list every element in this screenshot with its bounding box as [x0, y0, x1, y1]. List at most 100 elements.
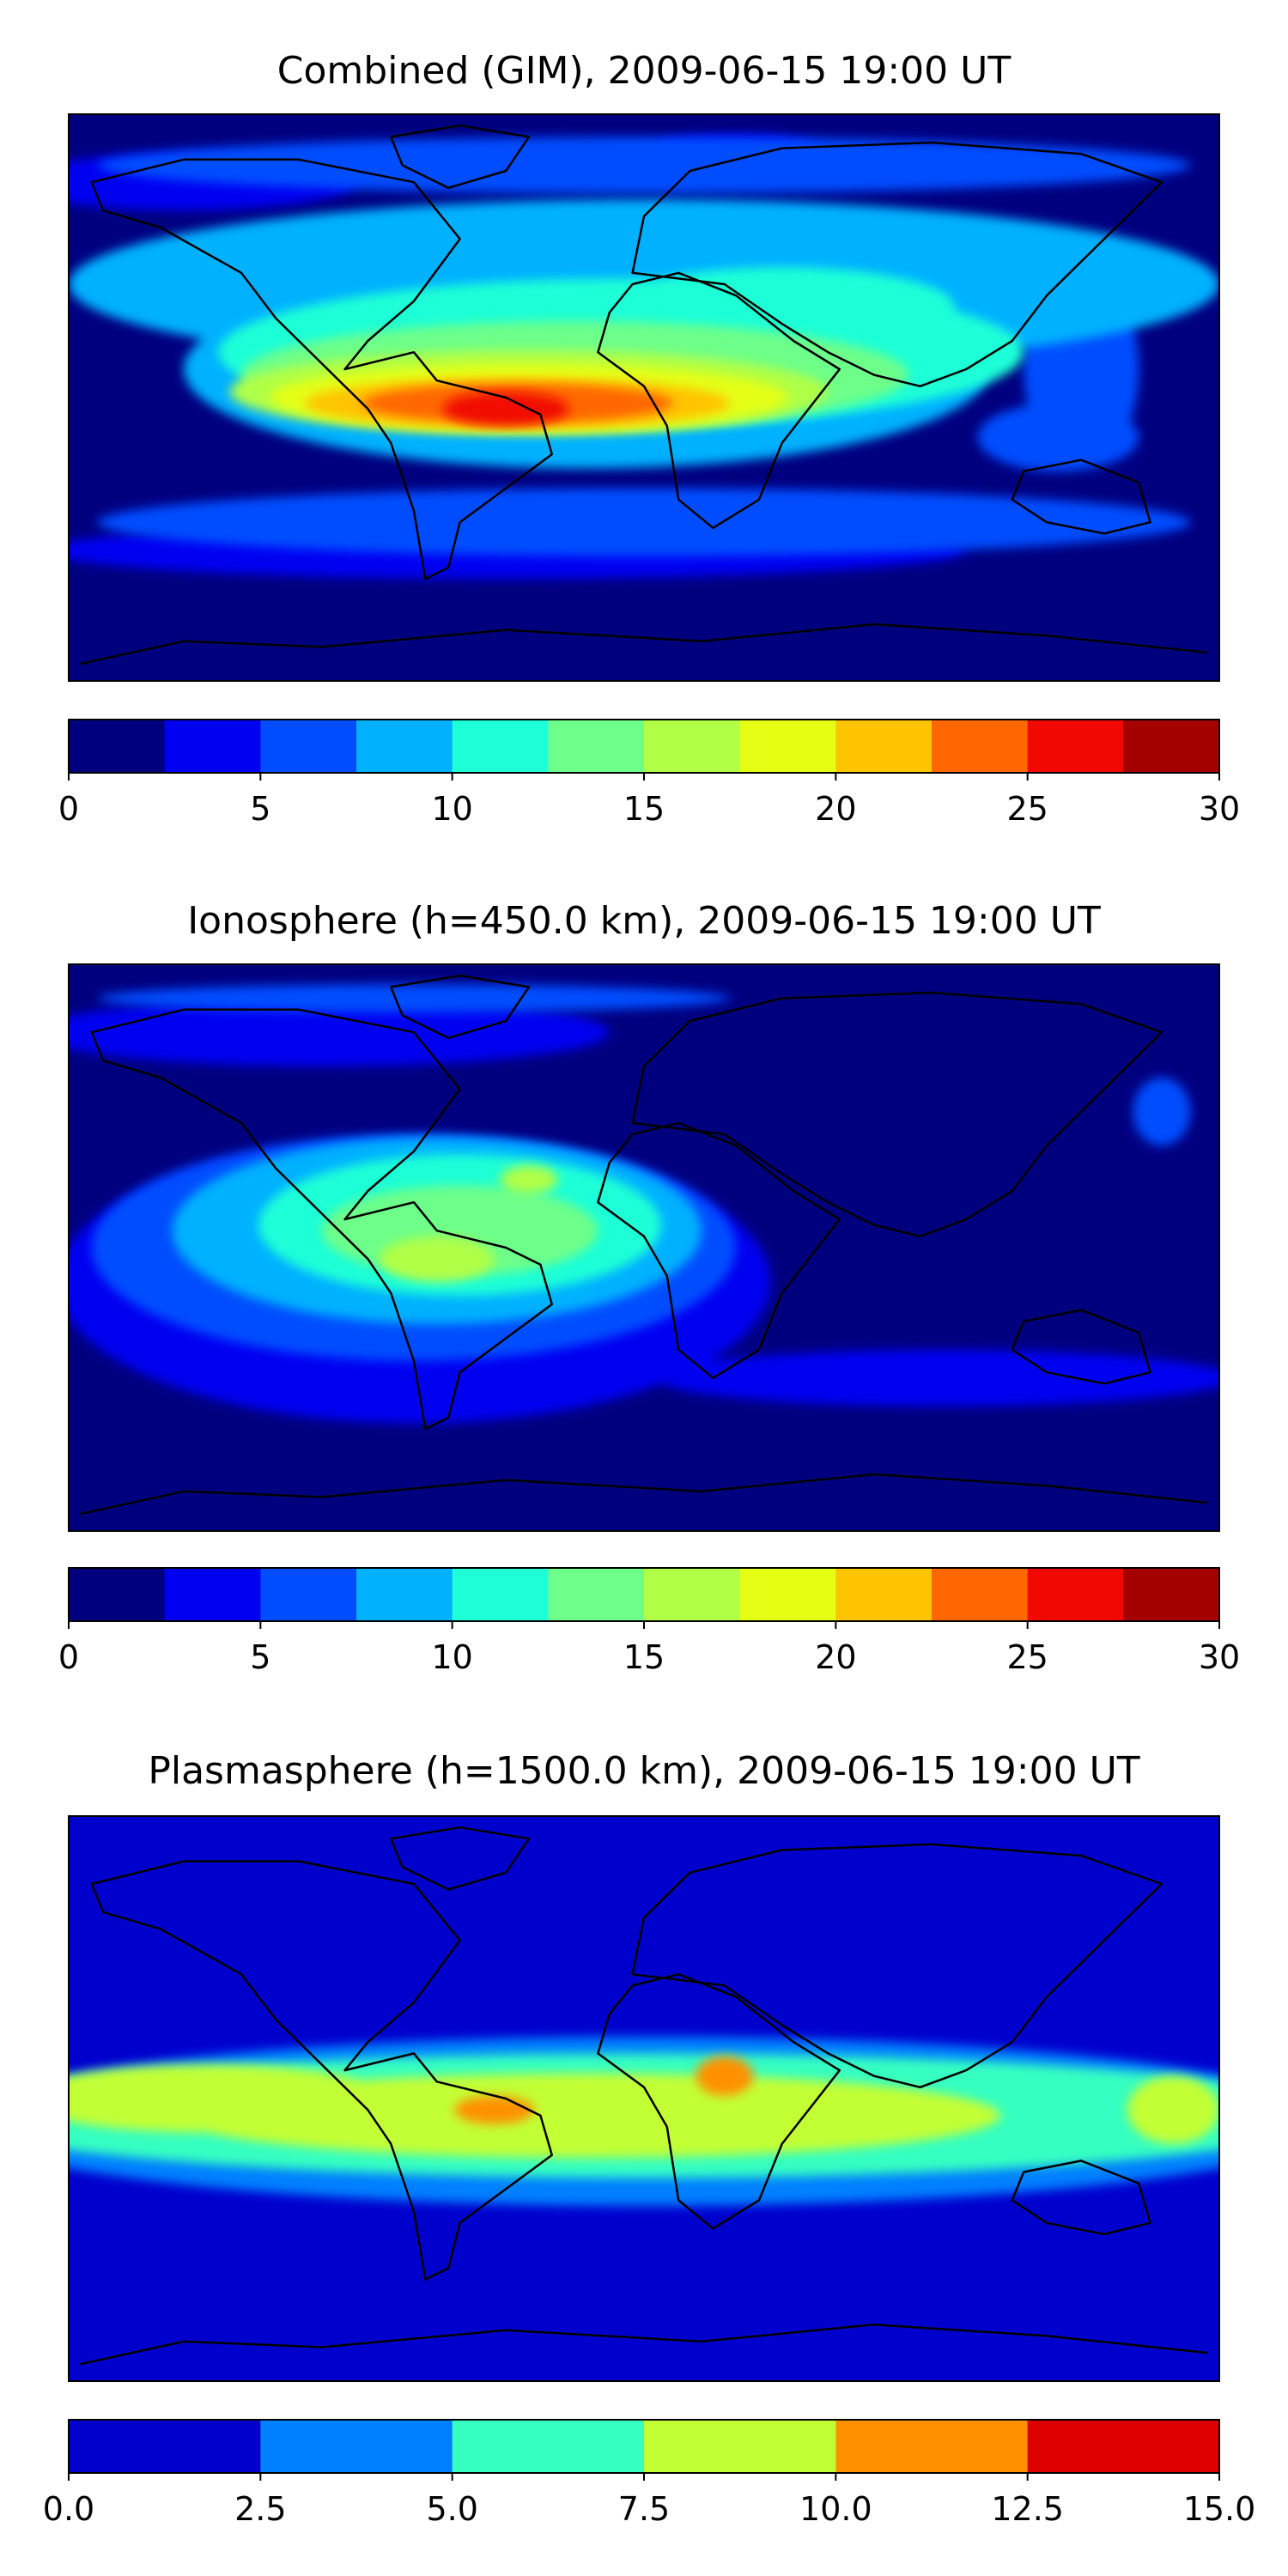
colorbar-tick-label: 25 [1006, 1638, 1048, 1676]
colorbar-swatch [1123, 720, 1220, 773]
colorbar-tick-label: 30 [1199, 790, 1240, 828]
coastline [1011, 459, 1151, 535]
colorbar-swatch [260, 2420, 453, 2473]
colorbar-swatch [356, 720, 453, 773]
contour-region [696, 2056, 754, 2096]
colorbar-swatch [452, 1568, 549, 1621]
contour-band-10 [442, 392, 569, 427]
colorbar-swatch [260, 1568, 357, 1621]
colorbar-swatch [1027, 1568, 1124, 1621]
coastline [597, 271, 841, 530]
colorbar-swatch [69, 1568, 166, 1621]
contour-region [379, 1236, 495, 1282]
colorbar-swatch [739, 720, 836, 773]
coastlines [80, 974, 1208, 1516]
coastline [597, 1972, 841, 2230]
coastlines [80, 124, 1208, 665]
coastline [1011, 1309, 1151, 1385]
contour-region [69, 998, 610, 1066]
coastline [389, 1826, 531, 1891]
colorbar-swatch [644, 720, 741, 773]
colorbar-swatch [452, 2420, 645, 2473]
colorbar-tick-label: 10 [431, 1638, 472, 1676]
coastline [80, 623, 1208, 665]
coastline [80, 2323, 1208, 2366]
colorbar-tick-label: 10 [431, 790, 472, 828]
colorbar-swatch [260, 720, 357, 773]
coastline [631, 1843, 1163, 2089]
colorbar-tick-label: 0 [58, 790, 79, 828]
contour-field [69, 114, 1219, 681]
coastline [389, 974, 531, 1040]
colorbar-tick-label: 5 [250, 790, 270, 828]
colorbar-swatch [548, 720, 645, 773]
contour-region [902, 544, 1191, 659]
colorbar-tick-label: 2.5 [234, 2490, 286, 2528]
coastline [597, 1121, 841, 1380]
colorbar-swatch [356, 1568, 453, 1621]
colorbar-swatch [69, 720, 166, 773]
contour-region [97, 137, 1191, 194]
contour-region [97, 488, 1191, 556]
colorbar-swatch [452, 720, 549, 773]
contour-band-2 [69, 2064, 1219, 2159]
coastline [631, 991, 1163, 1238]
coastlines [80, 1826, 1208, 2366]
colorbar-swatch [835, 720, 933, 773]
contour-region [453, 2095, 535, 2124]
colorbar-swatch [739, 1568, 836, 1621]
contour-band-2 [97, 137, 1191, 556]
colorbar-tick-label: 20 [815, 1638, 856, 1676]
contour-region [1133, 1078, 1191, 1146]
colorbar-swatch [548, 1568, 645, 1621]
coastline [80, 1473, 1208, 1516]
map-panel-1: Combined (GIM), 2009-06-15 19:00 UT 0 5 10 1… [58, 49, 1240, 828]
colorbar-swatch [1027, 2420, 1220, 2473]
contour-band-5 [379, 1165, 558, 1282]
colorbar: 0.0 2.5 5.0 7.5 10.0 12.5 15.0 [43, 2419, 1256, 2528]
contour-region [442, 392, 569, 427]
map-panel-2: Ionosphere (h=450.0 km), 2009-06-15 19:0… [58, 899, 1240, 1676]
contour-region [1127, 2075, 1219, 2144]
colorbar-tick-label: 15 [623, 1638, 665, 1676]
colorbar-swatch [644, 1568, 741, 1621]
map-frame [68, 963, 1220, 1532]
coastline [631, 141, 1163, 388]
contour-field [69, 1816, 1219, 2381]
map-frame [68, 113, 1220, 682]
colorbar-tick-label: 15 [623, 790, 665, 828]
coastline [90, 1008, 554, 1431]
colorbar: 0 5 10 15 20 25 30 [58, 1567, 1240, 1676]
panel-title: Plasmasphere (h=1500.0 km), 2009-06-15 1… [148, 1749, 1139, 1793]
colorbar-swatch [164, 720, 261, 773]
colorbar-swatch [1123, 1568, 1220, 1621]
colorbar-tick-label: 7.5 [618, 2490, 670, 2528]
colorbar-tick-label: 20 [815, 790, 856, 828]
map-frame [68, 1815, 1220, 2382]
colorbar-swatch [932, 720, 1029, 773]
colorbar-swatch [835, 1568, 933, 1621]
colorbar-tick-label: 0.0 [43, 2490, 94, 2528]
colorbar-tick-label: 5.0 [426, 2490, 477, 2528]
colorbar-tick-label: 15.0 [1183, 2490, 1256, 2528]
coastline [1011, 2160, 1151, 2236]
contour-region [655, 1349, 1219, 1406]
colorbar-swatch [1027, 720, 1124, 773]
colorbar-tick-label: 10.0 [799, 2490, 872, 2528]
colorbar-tick-label: 12.5 [991, 2490, 1064, 2528]
colorbar-tick-label: 30 [1199, 1638, 1240, 1676]
map-panel-3: Plasmasphere (h=1500.0 km), 2009-06-15 1… [43, 1749, 1256, 2528]
colorbar: 0 5 10 15 20 25 30 [58, 719, 1240, 828]
colorbar-swatch [644, 2420, 836, 2473]
panel-title: Combined (GIM), 2009-06-15 19:00 UT [277, 49, 1012, 93]
colorbar-tick-label: 0 [58, 1638, 79, 1676]
colorbar-swatch [164, 1568, 261, 1621]
panel-title: Ionosphere (h=450.0 km), 2009-06-15 19:0… [187, 899, 1101, 943]
coastline [90, 158, 554, 580]
contour-region [97, 590, 961, 681]
contour-field [69, 964, 1219, 1531]
colorbar-swatch [69, 2420, 261, 2473]
contour-region [500, 1165, 558, 1194]
colorbar-tick-label: 25 [1006, 790, 1048, 828]
